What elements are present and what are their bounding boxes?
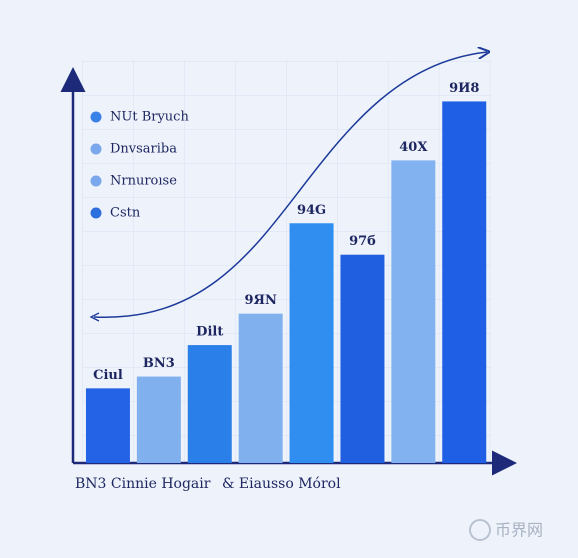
legend-marker [90,207,102,219]
bar [187,345,232,463]
bar-label: Dilt [196,325,223,340]
bar [238,313,283,463]
curve-start-arrow [89,312,100,322]
legend-marker [90,143,102,155]
bar-label: Ciul [93,368,123,383]
bar-label: 94G [297,203,326,218]
legend-label: Nrnuroıse [110,174,177,189]
bar [136,376,181,463]
x-label: & Eiausso Mórol [222,476,341,492]
legend-label: Dnvsariba [110,142,177,157]
bar-label: 97б [349,234,376,249]
bar [289,223,334,463]
bar [340,254,385,463]
bar [442,101,487,463]
bar-label: 40X [399,140,428,155]
x-label: BN3 Cinnie Hogair [75,476,211,492]
bar [85,388,130,463]
bar [391,160,436,463]
bar-label: 9И8 [449,81,479,96]
legend-label: Cstn [110,206,141,221]
bar-label: 9ЯN [244,293,277,308]
legend-marker [90,111,102,123]
watermark: 币界网 [495,521,543,540]
trend-curve [93,52,487,318]
watermark-logo [469,519,491,541]
bar-label: BN3 [143,356,175,371]
legend-label: NUt Bryuch [110,110,189,125]
legend-marker [90,175,102,187]
